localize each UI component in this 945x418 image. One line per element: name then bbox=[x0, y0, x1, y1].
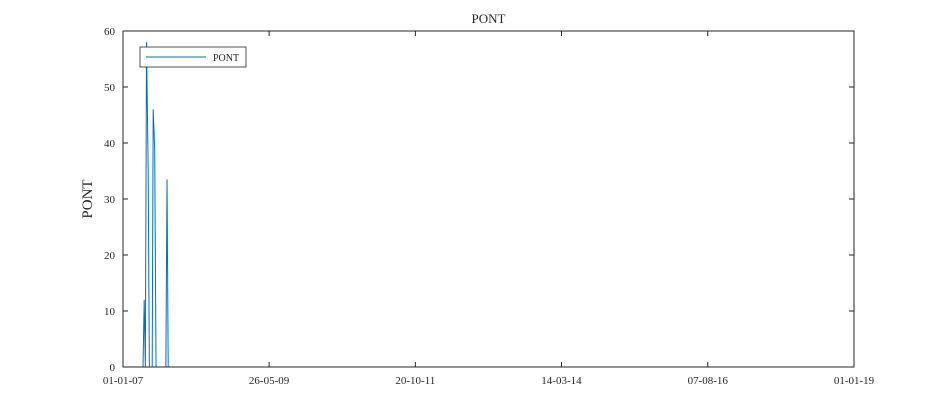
x-tick-label: 20-10-11 bbox=[395, 375, 435, 387]
legend: PONT bbox=[139, 46, 247, 68]
x-tick-label: 26-05-09 bbox=[249, 375, 290, 387]
y-tick-label: 30 bbox=[104, 194, 116, 206]
y-tick-label: 0 bbox=[110, 362, 116, 374]
y-tick-label: 10 bbox=[104, 306, 116, 318]
x-tick-label: 07-08-16 bbox=[688, 375, 729, 387]
y-tick-label: 60 bbox=[104, 26, 116, 38]
x-tick-label: 01-01-07 bbox=[103, 375, 144, 387]
y-axis-label: PONT bbox=[80, 179, 96, 218]
y-tick-label: 40 bbox=[104, 138, 116, 150]
y-tick-label: 20 bbox=[104, 250, 116, 262]
x-tick-label: 14-03-14 bbox=[541, 375, 582, 387]
y-axis: 0 10 20 30 40 50 60 bbox=[104, 26, 854, 374]
y-tick-label: 50 bbox=[104, 82, 116, 94]
x-axis: 01-01-07 26-05-09 20-10-11 14-03-14 07-08-16… bbox=[103, 31, 875, 387]
x-tick-label: 01-01-19 bbox=[834, 375, 875, 387]
legend-label-pont: PONT bbox=[213, 53, 239, 64]
plot-area bbox=[123, 31, 854, 367]
chart-title: PONT bbox=[472, 11, 506, 26]
